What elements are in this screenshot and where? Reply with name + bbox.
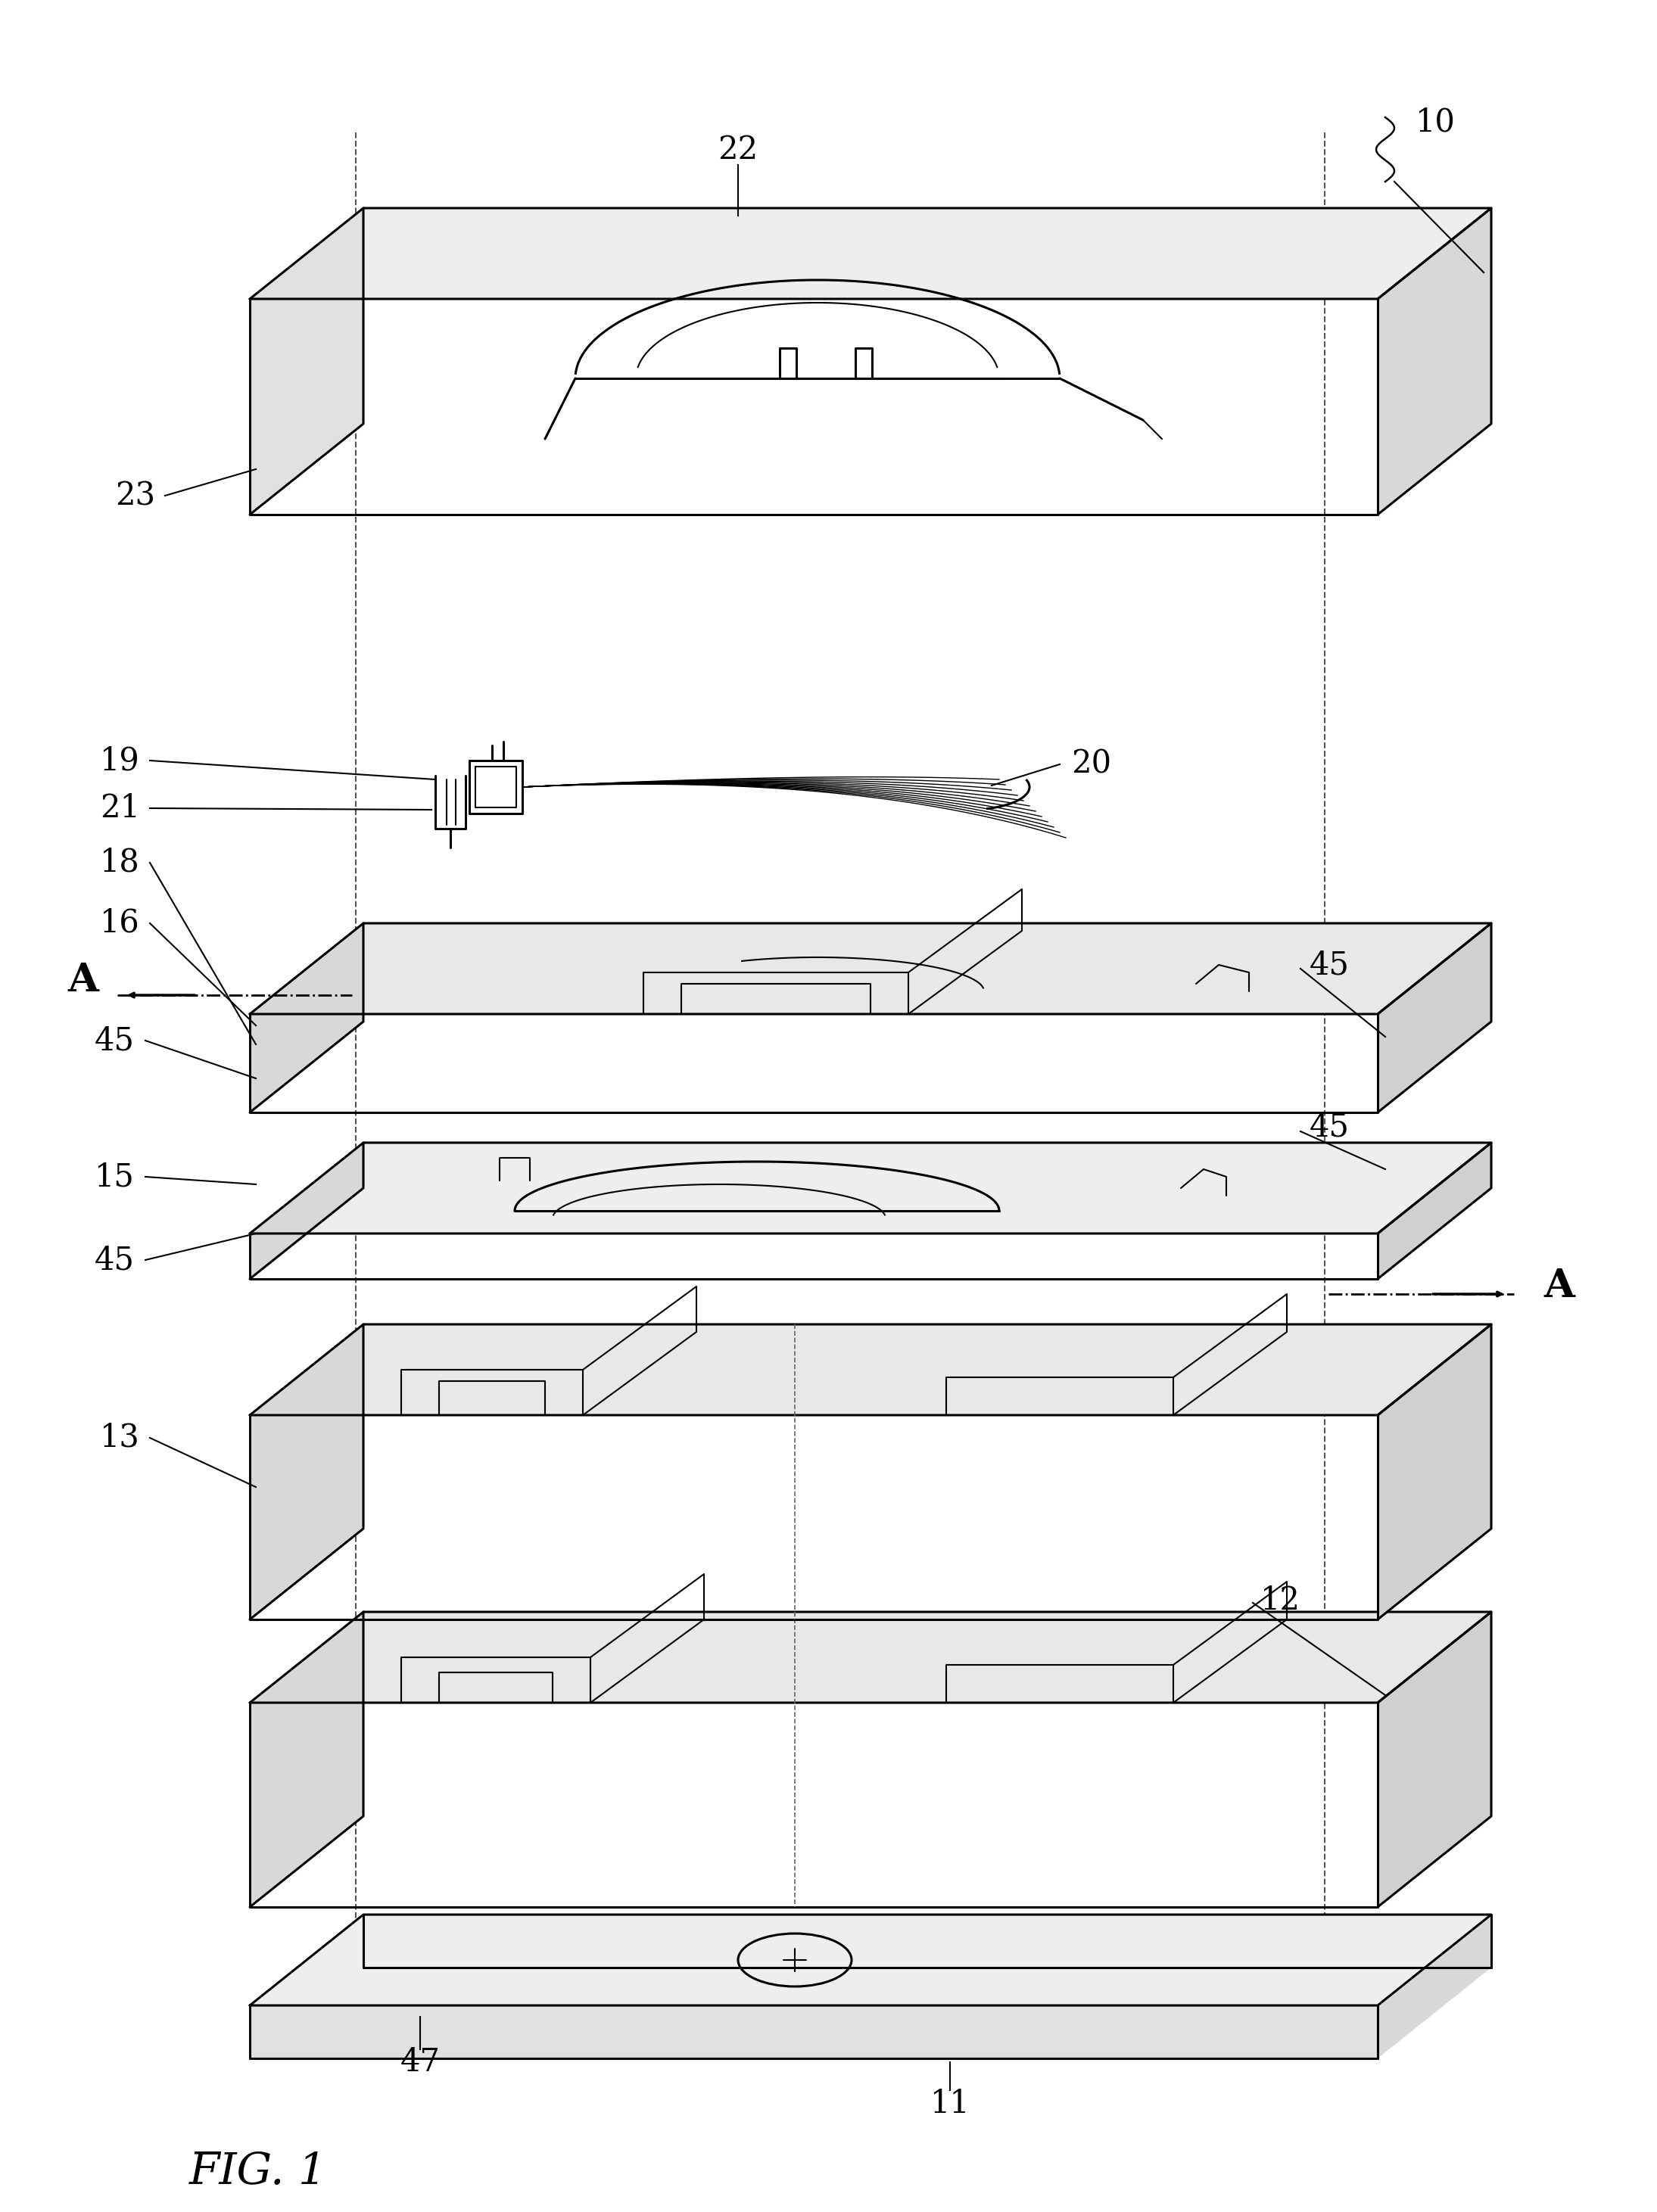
Text: 16: 16 <box>99 907 141 940</box>
Polygon shape <box>250 1144 363 1279</box>
Text: 12: 12 <box>1261 1584 1301 1617</box>
Polygon shape <box>250 1325 1491 1416</box>
Polygon shape <box>250 1613 1491 1703</box>
Polygon shape <box>250 2006 1377 2059</box>
Text: 21: 21 <box>99 792 141 825</box>
Polygon shape <box>250 1613 363 1907</box>
Polygon shape <box>250 208 1491 299</box>
Text: A: A <box>1544 1267 1574 1305</box>
Polygon shape <box>1377 922 1491 1113</box>
Text: 15: 15 <box>94 1161 134 1192</box>
Text: 45: 45 <box>94 1243 134 1276</box>
Polygon shape <box>1377 1613 1491 1907</box>
Text: 47: 47 <box>399 2046 441 2077</box>
Polygon shape <box>1377 1144 1491 1279</box>
Text: 22: 22 <box>717 135 759 166</box>
Text: FIG. 1: FIG. 1 <box>189 2150 326 2194</box>
Polygon shape <box>1377 1325 1491 1619</box>
Text: 18: 18 <box>99 847 141 878</box>
Polygon shape <box>250 922 1491 1013</box>
Text: 11: 11 <box>930 2088 969 2119</box>
Text: 13: 13 <box>99 1422 141 1453</box>
Polygon shape <box>250 1916 1491 2006</box>
Polygon shape <box>250 1325 363 1619</box>
Text: 45: 45 <box>1309 1113 1350 1144</box>
Polygon shape <box>250 1144 1491 1234</box>
Text: A: A <box>68 960 99 1000</box>
Text: 45: 45 <box>1309 949 1350 980</box>
Text: 20: 20 <box>1070 748 1112 781</box>
Polygon shape <box>250 208 363 515</box>
Text: 19: 19 <box>99 745 141 776</box>
Polygon shape <box>250 922 363 1113</box>
Polygon shape <box>1377 1916 1491 2059</box>
Text: 23: 23 <box>114 480 156 511</box>
Text: 45: 45 <box>94 1024 134 1057</box>
Polygon shape <box>1377 208 1491 515</box>
Text: 10: 10 <box>1415 106 1455 139</box>
